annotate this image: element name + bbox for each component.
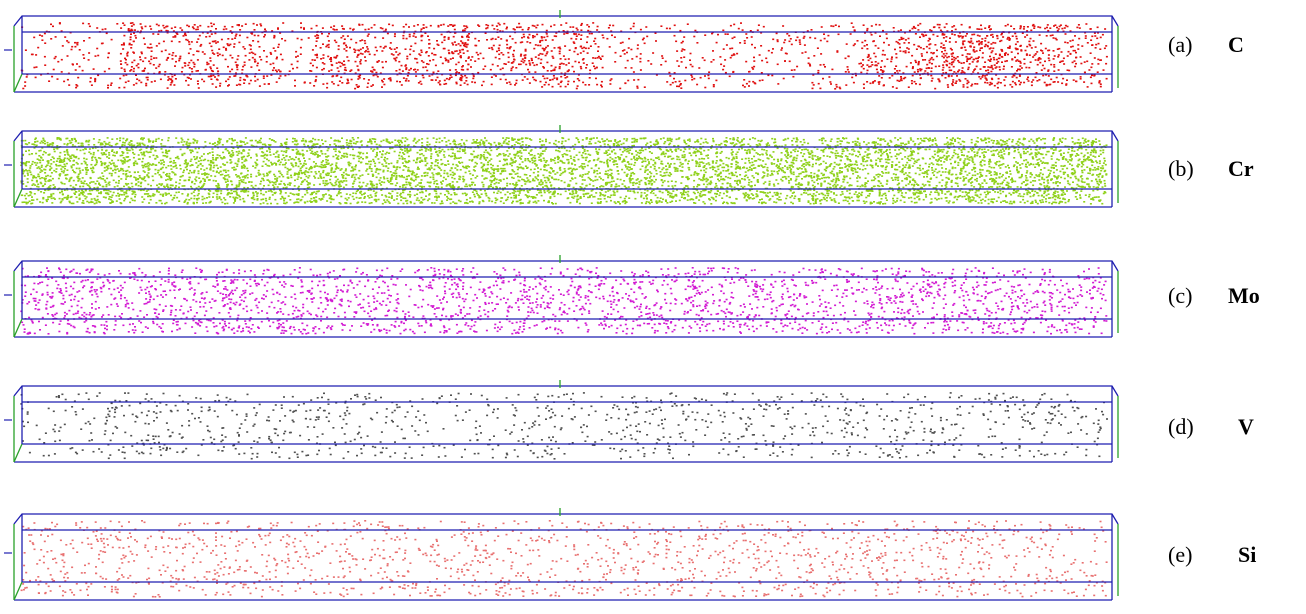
atom-cloud <box>20 520 1108 598</box>
axis-edges <box>13 255 1119 338</box>
atom-cloud <box>20 137 1108 205</box>
panel-b-element-label: Cr <box>1228 156 1254 181</box>
atom-map-molybdenum <box>4 255 1119 338</box>
panel-e-element-label: Si <box>1238 542 1257 567</box>
panel-d-tag: (d) <box>1168 414 1194 439</box>
panel-d-element-label: V <box>1238 414 1254 439</box>
atom-map-silicon <box>4 508 1119 601</box>
panel-a-tag: (a) <box>1168 32 1193 57</box>
atom-map-carbon <box>4 10 1119 93</box>
box-outline <box>13 513 1119 601</box>
axis-edges <box>13 380 1119 463</box>
panel-d-vanadium: (d) V <box>0 380 1306 480</box>
panel-b-tag: (b) <box>1168 156 1194 181</box>
atom-cloud <box>20 392 1108 460</box>
panel-e-silicon: (e) Si <box>0 508 1306 608</box>
atom-map-chromium <box>4 125 1119 208</box>
box-outline <box>13 385 1119 463</box>
panel-b-chromium: (b) Cr <box>0 125 1306 225</box>
panel-c-element-label: Mo <box>1228 283 1260 308</box>
atom-map-vanadium <box>4 380 1119 463</box>
atom-cloud <box>20 267 1108 335</box>
panel-a-element-label: C <box>1228 32 1244 57</box>
panel-c-molybdenum: (c) Mo <box>0 255 1306 355</box>
box-outline <box>13 15 1119 93</box>
panel-c-tag: (c) <box>1168 283 1193 308</box>
panel-e-tag: (e) <box>1168 542 1193 567</box>
axis-edges <box>13 508 1119 601</box>
box-outline <box>13 130 1119 208</box>
axis-edges <box>13 10 1119 93</box>
panel-a-carbon: (a) C <box>0 10 1306 110</box>
axis-edges <box>13 125 1119 208</box>
box-outline <box>13 260 1119 338</box>
